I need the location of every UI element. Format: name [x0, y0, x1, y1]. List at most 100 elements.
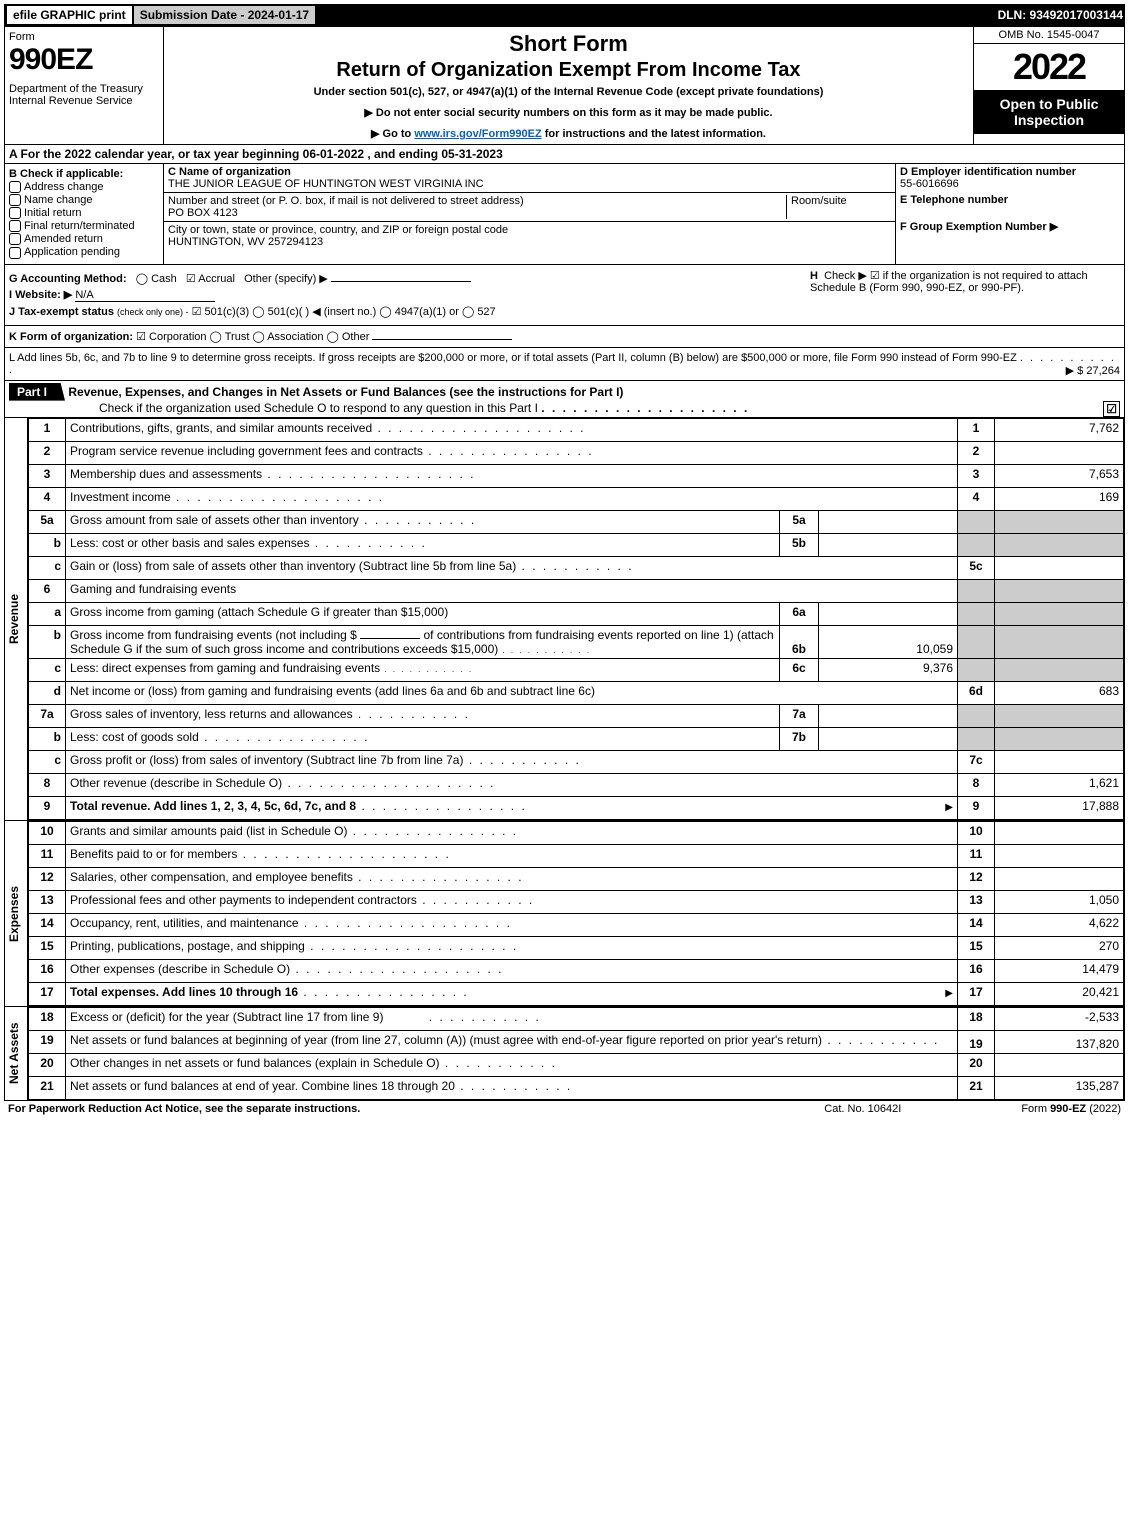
c-city-label: City or town, state or province, country… [168, 224, 891, 236]
line-5b: bLess: cost or other basis and sales exp… [29, 533, 1124, 556]
part-i-checkbox[interactable]: ☑ [1103, 401, 1120, 417]
goto-note: ▶ Go to www.irs.gov/Form990EZ for instru… [172, 127, 965, 140]
part-i-badge: Part I [9, 383, 65, 401]
dln-label: DLN: 93492017003144 [998, 8, 1123, 22]
d-label: D Employer identification number [900, 166, 1120, 178]
form-frame: Form 990EZ Department of the Treasury In… [4, 26, 1125, 1101]
j-sub: (check only one) - [117, 307, 189, 317]
row-h: H Check ▶ ☑ if the organization is not r… [802, 269, 1120, 294]
line-21: 21Net assets or fund balances at end of … [29, 1076, 1124, 1099]
line-10: 10Grants and similar amounts paid (list … [29, 821, 1124, 844]
net-assets-side-label: Net Assets [5, 1007, 28, 1100]
revenue-block: Revenue 1Contributions, gifts, grants, a… [5, 418, 1124, 821]
f-label: F Group Exemption Number ▶ [900, 220, 1120, 233]
line-15: 15Printing, publications, postage, and s… [29, 936, 1124, 959]
line-9: 9Total revenue. Add lines 1, 2, 3, 4, 5c… [29, 796, 1124, 819]
cb-initial-return[interactable]: Initial return [9, 207, 159, 219]
l-text: L Add lines 5b, 6c, and 7b to line 9 to … [9, 352, 1017, 364]
g-cash[interactable]: Cash [151, 273, 177, 285]
street-value: PO BOX 4123 [168, 207, 238, 219]
e-label: E Telephone number [900, 194, 1120, 206]
row-k: K Form of organization: ☑ Corporation ◯ … [5, 326, 1124, 348]
org-name: THE JUNIOR LEAGUE OF HUNTINGTON WEST VIR… [168, 178, 891, 190]
short-form-title: Short Form [172, 31, 965, 57]
line-13: 13Professional fees and other payments t… [29, 890, 1124, 913]
tax-year: 2022 [974, 44, 1124, 90]
open-to-public: Open to Public Inspection [974, 90, 1124, 134]
g-other[interactable]: Other (specify) ▶ [244, 273, 328, 285]
c-name-label: C Name of organization [168, 166, 891, 178]
col-c: C Name of organization THE JUNIOR LEAGUE… [164, 164, 896, 264]
block-bcde: B Check if applicable: Address change Na… [5, 164, 1124, 265]
cb-application-pending[interactable]: Application pending [9, 246, 159, 258]
part-i-title: Revenue, Expenses, and Changes in Net As… [68, 385, 623, 399]
ein-value: 55-6016696 [900, 178, 1120, 190]
row-a: A For the 2022 calendar year, or tax yea… [5, 145, 1124, 164]
footer-cat: Cat. No. 10642I [824, 1103, 901, 1115]
line-5c: cGain or (loss) from sale of assets othe… [29, 556, 1124, 579]
line-8: 8Other revenue (describe in Schedule O)8… [29, 773, 1124, 796]
row-g: G Accounting Method: ◯ Cash ☑ Accrual Ot… [9, 272, 496, 285]
line-4: 4Investment income4169 [29, 487, 1124, 510]
k-opts[interactable]: ☑ Corporation ◯ Trust ◯ Association ◯ Ot… [136, 331, 369, 343]
i-label: I Website: ▶ [9, 289, 72, 301]
h-text: Check ▶ ☑ if the organization is not req… [810, 270, 1088, 294]
b-header: B Check if applicable: [9, 168, 159, 180]
form-number: 990EZ [9, 43, 159, 77]
row-j: J Tax-exempt status (check only one) - ☑… [9, 305, 496, 318]
line-19: 19Net assets or fund balances at beginni… [29, 1030, 1124, 1053]
efile-print-button[interactable]: efile GRAPHIC print [7, 6, 132, 24]
line-7b: bLess: cost of goods sold7b [29, 727, 1124, 750]
c-street-label: Number and street (or P. O. box, if mail… [168, 195, 524, 207]
ssn-note: ▶ Do not enter social security numbers o… [172, 106, 965, 119]
line-6c: cLess: direct expenses from gaming and f… [29, 658, 1124, 681]
dept-label: Department of the Treasury Internal Reve… [9, 83, 159, 107]
cb-address-change[interactable]: Address change [9, 181, 159, 193]
irs-link[interactable]: www.irs.gov/Form990EZ [414, 128, 541, 140]
revenue-side-label: Revenue [5, 418, 28, 820]
line-6d: dNet income or (loss) from gaming and fu… [29, 681, 1124, 704]
line-5a: 5aGross amount from sale of assets other… [29, 510, 1124, 533]
line-6b: bGross income from fundraising events (n… [29, 625, 1124, 658]
part-i-header-row: Part I Revenue, Expenses, and Changes in… [5, 381, 1124, 418]
col-def: D Employer identification number 55-6016… [896, 164, 1124, 264]
row-l: L Add lines 5b, 6c, and 7b to line 9 to … [5, 348, 1124, 381]
website-value: N/A [75, 289, 215, 302]
line-1: 1Contributions, gifts, grants, and simil… [29, 418, 1124, 441]
line-3: 3Membership dues and assessments37,653 [29, 464, 1124, 487]
submission-date-button[interactable]: Submission Date - 2024-01-17 [134, 6, 315, 24]
line-14: 14Occupancy, rent, utilities, and mainte… [29, 913, 1124, 936]
cb-amended-return[interactable]: Amended return [9, 233, 159, 245]
h-label: H [810, 270, 818, 282]
line-6a: aGross income from gaming (attach Schedu… [29, 602, 1124, 625]
g-label: G Accounting Method: [9, 273, 127, 285]
line-6: 6Gaming and fundraising events [29, 579, 1124, 602]
line-7c: cGross profit or (loss) from sales of in… [29, 750, 1124, 773]
cb-final-return[interactable]: Final return/terminated [9, 220, 159, 232]
line-7a: 7aGross sales of inventory, less returns… [29, 704, 1124, 727]
l-value: ▶ $ 27,264 [1066, 364, 1120, 377]
cb-name-change[interactable]: Name change [9, 194, 159, 206]
room-label: Room/suite [791, 195, 847, 207]
part-i-check-text: Check if the organization used Schedule … [99, 401, 538, 415]
subtitle: Under section 501(c), 527, or 4947(a)(1)… [172, 86, 965, 98]
goto-post: for instructions and the latest informat… [542, 128, 766, 140]
line-17: 17Total expenses. Add lines 10 through 1… [29, 982, 1124, 1005]
g-accrual[interactable]: Accrual [198, 273, 235, 285]
line-20: 20Other changes in net assets or fund ba… [29, 1053, 1124, 1076]
form-word: Form [9, 31, 159, 43]
line-12: 12Salaries, other compensation, and empl… [29, 867, 1124, 890]
j-opts[interactable]: ☑ 501(c)(3) ◯ 501(c)( ) ◀ (insert no.) ◯… [192, 306, 496, 318]
j-label: J Tax-exempt status [9, 306, 114, 318]
return-title: Return of Organization Exempt From Incom… [172, 59, 965, 82]
line-18: 18Excess or (deficit) for the year (Subt… [29, 1007, 1124, 1030]
top-bar: efile GRAPHIC print Submission Date - 20… [4, 4, 1125, 26]
col-b: B Check if applicable: Address change Na… [5, 164, 164, 264]
footer-left: For Paperwork Reduction Act Notice, see … [8, 1103, 824, 1115]
line-2: 2Program service revenue including gover… [29, 441, 1124, 464]
form-header: Form 990EZ Department of the Treasury In… [5, 27, 1124, 145]
page-footer: For Paperwork Reduction Act Notice, see … [4, 1101, 1125, 1117]
row-i: I Website: ▶ N/A [9, 288, 496, 302]
net-assets-block: Net Assets 18Excess or (deficit) for the… [5, 1007, 1124, 1100]
goto-pre: ▶ Go to [371, 128, 414, 140]
